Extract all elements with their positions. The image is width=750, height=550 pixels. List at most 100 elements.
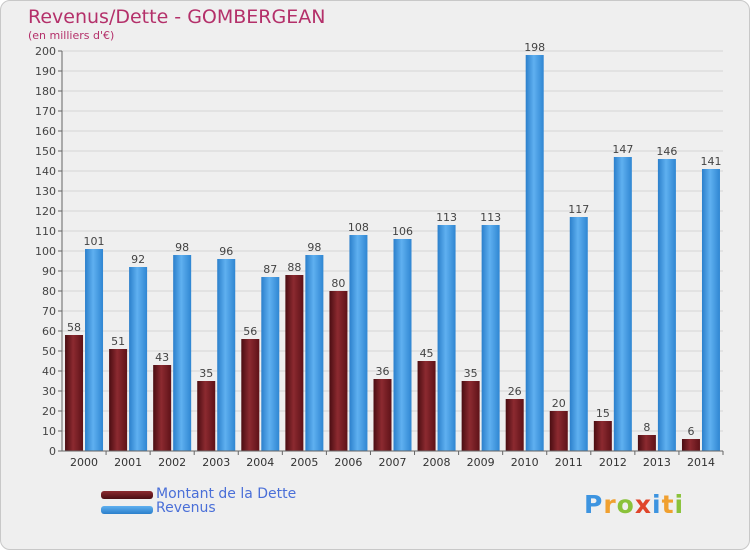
bar-revenus — [525, 55, 544, 451]
bar-debt — [329, 291, 348, 451]
bar-revenus — [657, 159, 676, 451]
y-tick-label: 30 — [42, 385, 56, 398]
data-label: 113 — [436, 211, 457, 224]
bar-debt — [373, 379, 392, 451]
data-label: 15 — [596, 407, 610, 420]
data-labels: 58 101 51 92 43 98 35 96 56 87 88 98 80 108 36 106 45 113… — [67, 41, 721, 438]
x-tick-label: 2000 — [70, 456, 98, 469]
data-label: 106 — [392, 225, 413, 238]
chart-title: Revenus/Dette - GOMBERGEAN — [28, 6, 326, 28]
data-label: 113 — [480, 211, 501, 224]
y-tick-label: 40 — [42, 365, 56, 378]
y-tick-label: 180 — [35, 85, 56, 98]
bar-debt — [417, 361, 436, 451]
y-tick-label: 80 — [42, 285, 56, 298]
y-axis-ticks: 0 10 20 30 40 50 60 70 80 90 100 110 120 130 140 150 160… — [35, 45, 62, 458]
data-label: 26 — [508, 385, 522, 398]
y-tick-label: 130 — [35, 185, 56, 198]
data-label: 35 — [199, 367, 213, 380]
y-tick-label: 100 — [35, 245, 56, 258]
bar-debt — [461, 381, 480, 451]
bar-debt — [241, 339, 260, 451]
y-tick-label: 200 — [35, 45, 56, 58]
y-tick-label: 190 — [35, 65, 56, 78]
logo-letter: t — [661, 490, 675, 519]
data-label: 198 — [524, 41, 545, 54]
x-tick-label: 2002 — [158, 456, 186, 469]
bar-revenus — [261, 277, 280, 451]
x-axis-ticks: 2000 2001 2002 2003 2004 2005 2006 2007 2008 2009… — [70, 451, 724, 469]
bar-revenus — [85, 249, 104, 451]
bar-revenus — [349, 235, 368, 451]
y-tick-label: 150 — [35, 145, 56, 158]
bar-debt — [681, 439, 700, 451]
bar-debt — [637, 435, 656, 451]
x-tick-label: 2004 — [246, 456, 274, 469]
x-tick-label: 2009 — [467, 456, 495, 469]
y-tick-label: 70 — [42, 305, 56, 318]
y-tick-label: 140 — [35, 165, 56, 178]
y-tick-label: 0 — [49, 445, 56, 458]
bar-debt — [109, 349, 128, 451]
x-tick-label: 2001 — [114, 456, 142, 469]
data-label: 80 — [331, 277, 345, 290]
x-tick-label: 2013 — [643, 456, 671, 469]
data-label: 147 — [612, 143, 633, 156]
bar-debt — [153, 365, 172, 451]
data-label: 141 — [700, 155, 721, 168]
bar-revenus — [569, 217, 588, 451]
y-tick-label: 90 — [42, 265, 56, 278]
y-tick-label: 20 — [42, 405, 56, 418]
data-label: 51 — [111, 335, 125, 348]
logo-letter: r — [603, 490, 617, 519]
logo-letter: i — [652, 490, 662, 519]
data-label: 117 — [568, 203, 589, 216]
bar-revenus — [129, 267, 148, 451]
bar-revenus — [701, 169, 720, 451]
bar-revenus — [305, 255, 324, 451]
bar-revenus — [217, 259, 236, 451]
data-label: 92 — [131, 253, 145, 266]
data-label: 45 — [420, 347, 434, 360]
bar-revenus — [481, 225, 500, 451]
bar-revenus — [437, 225, 456, 451]
data-label: 6 — [687, 425, 694, 438]
y-tick-label: 50 — [42, 345, 56, 358]
data-label: 87 — [263, 263, 277, 276]
data-label: 56 — [243, 325, 257, 338]
data-label: 20 — [552, 397, 566, 410]
y-tick-label: 120 — [35, 205, 56, 218]
logo-letter: P — [584, 490, 604, 519]
data-label: 43 — [155, 351, 169, 364]
data-label: 98 — [307, 241, 321, 254]
chart-subtitle: (en milliers d'€) — [28, 29, 115, 42]
bar-debt — [285, 275, 304, 451]
bars — [65, 55, 720, 451]
data-label: 36 — [376, 365, 390, 378]
bar-revenus — [393, 239, 412, 451]
x-tick-label: 2008 — [423, 456, 451, 469]
data-label: 101 — [84, 235, 105, 248]
data-label: 146 — [656, 145, 677, 158]
bar-revenus — [613, 157, 632, 451]
y-tick-label: 110 — [35, 225, 56, 238]
legend-label-revenus: Revenus — [156, 500, 216, 516]
data-label: 58 — [67, 321, 81, 334]
legend-label-debt: Montant de la Dette — [156, 486, 297, 502]
x-tick-label: 2014 — [687, 456, 715, 469]
logo-letter: o — [616, 490, 635, 519]
x-tick-label: 2007 — [379, 456, 407, 469]
data-label: 96 — [219, 245, 233, 258]
y-tick-label: 60 — [42, 325, 56, 338]
x-tick-label: 2006 — [334, 456, 362, 469]
logo-letter: x — [634, 490, 652, 519]
y-tick-label: 160 — [35, 125, 56, 138]
x-tick-label: 2010 — [511, 456, 539, 469]
bar-debt — [65, 335, 84, 451]
x-tick-label: 2005 — [290, 456, 318, 469]
data-label: 88 — [287, 261, 301, 274]
data-label: 8 — [643, 421, 650, 434]
bar-debt — [197, 381, 216, 451]
